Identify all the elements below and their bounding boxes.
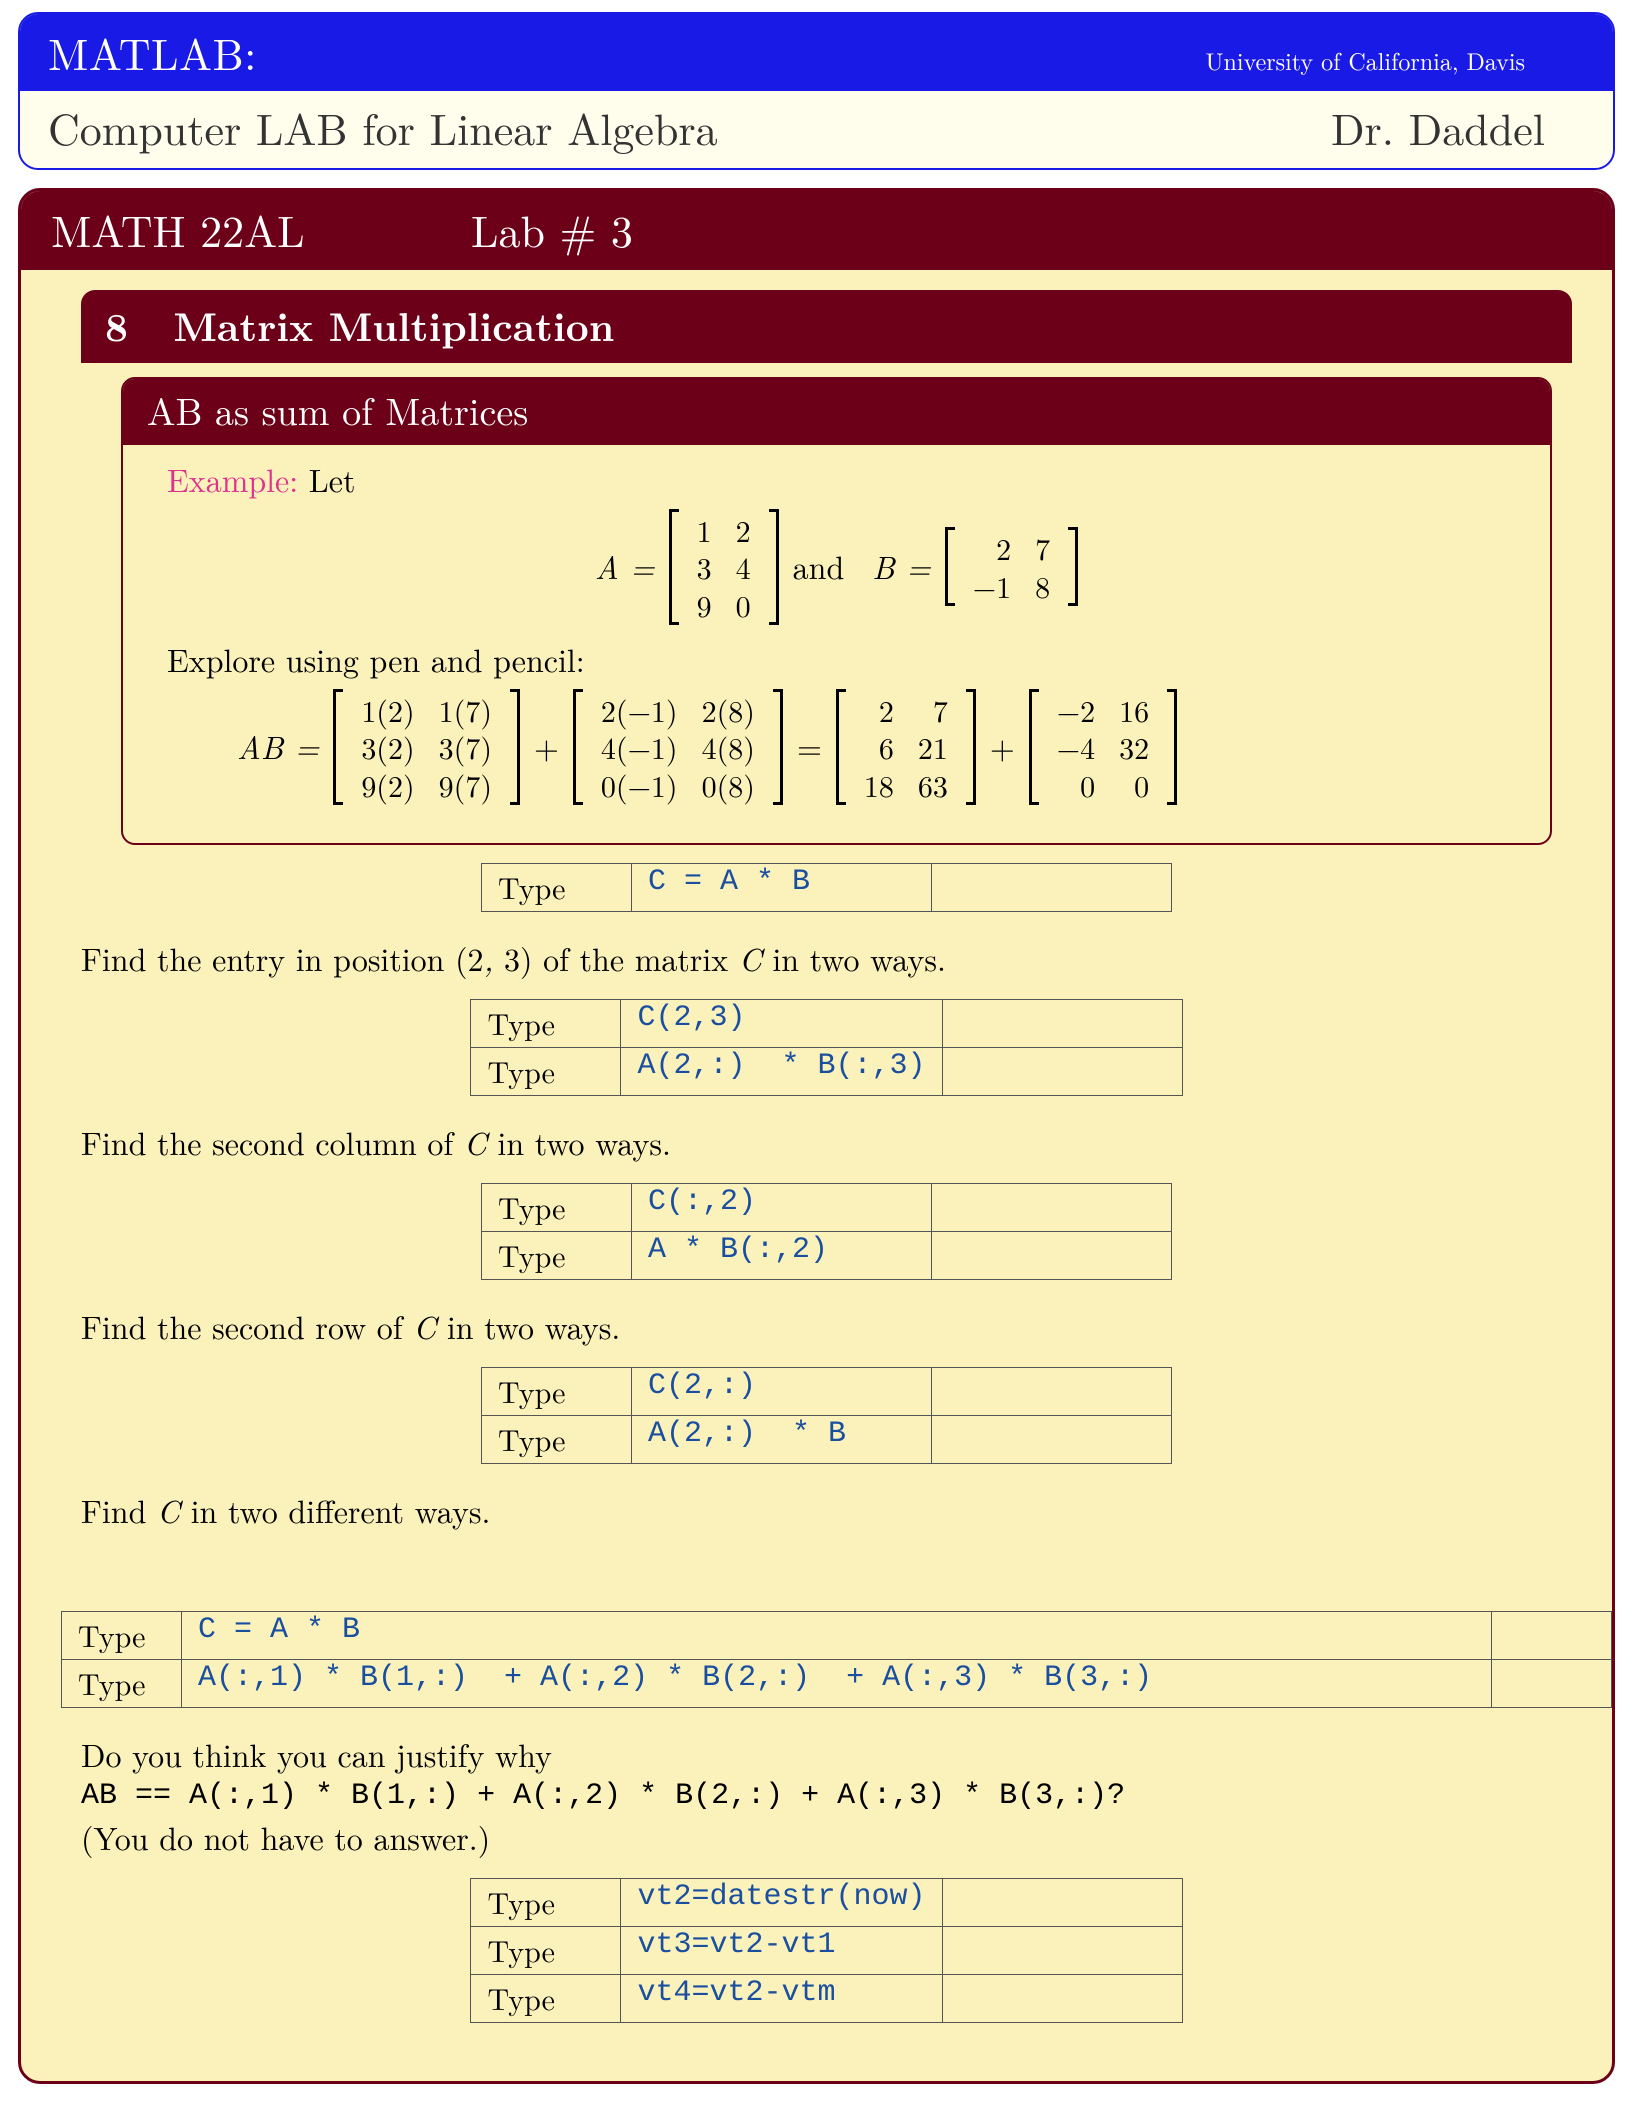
title-bar: MATLAB: University of California, Davis: [20, 14, 1613, 91]
matrix-M2: 2(−1)2(8)4(−1)4(8)0(−1)0(8): [573, 689, 783, 806]
table-row: TypeA(2,:) * B: [482, 1416, 1172, 1464]
cmd-table-5: TypeC = A * B TypeA(:,1) * B(1,:) + A(:,…: [61, 1611, 1612, 1708]
section-header: 8 Matrix Multiplication: [81, 290, 1572, 363]
table-row: TypeC(:,2): [482, 1184, 1172, 1232]
cmd-table-3: TypeC(:,2) TypeA * B(:,2): [481, 1183, 1172, 1280]
type-label: Type: [482, 864, 632, 912]
type-label: Type: [482, 1232, 632, 1280]
example-intro: Example: Let: [167, 459, 1506, 501]
code-cell: A(2,:) * B: [632, 1416, 932, 1464]
blank-cell: [942, 1975, 1182, 2023]
subtitle-bar: Computer LAB for Linear Algebra Dr. Dadd…: [20, 91, 1613, 168]
cmd-table-4: TypeC(2,:) TypeA(2,:) * B: [481, 1367, 1172, 1464]
table-row: Type C = A * B: [482, 864, 1172, 912]
paragraph-3: Find the second row of C in two ways.: [81, 1304, 1572, 1349]
lab-number: Lab # 3: [471, 197, 633, 260]
paragraph-4: Find C in two different ways.: [81, 1488, 1572, 1533]
type-label: Type: [62, 1660, 182, 1708]
code-cell: A * B(:,2): [632, 1232, 932, 1280]
blank-cell: [1492, 1660, 1612, 1708]
blank-cell: [1492, 1612, 1612, 1660]
and-text: and: [793, 546, 845, 588]
table-row: Typevt2=datestr(now): [471, 1879, 1182, 1927]
type-label: Type: [62, 1612, 182, 1660]
table-row: TypeC = A * B: [62, 1612, 1612, 1660]
paragraph-5a: Do you think you can justify why: [81, 1732, 1572, 1777]
matrix-definitions: A = 123490 and B = 27−18: [167, 509, 1506, 626]
example-header: AB as sum of Matrices: [123, 379, 1550, 445]
blank-cell: [932, 1232, 1172, 1280]
table-row: TypeA(:,1) * B(1,:) + A(:,2) * B(2,:) + …: [62, 1660, 1612, 1708]
type-label: Type: [482, 1416, 632, 1464]
section-title: Matrix Multiplication: [173, 296, 614, 353]
paragraph-1: Find the entry in position (2, 3) of the…: [81, 936, 1572, 981]
main-frame: MATH 22AL Lab # 3 8 Matrix Multiplicatio…: [18, 188, 1615, 2084]
B-equals: B =: [872, 546, 931, 588]
explore-text: Explore using pen and pencil:: [167, 639, 1506, 681]
type-label: Type: [482, 1184, 632, 1232]
table-row: TypeC(2,:): [482, 1368, 1172, 1416]
blank-cell: [942, 1879, 1182, 1927]
table-row: Typevt4=vt2-vtm: [471, 1975, 1182, 2023]
course-code: MATH 22AL: [51, 197, 471, 260]
let-text: Let: [298, 457, 355, 502]
equals-1: =: [797, 726, 822, 768]
code-cell: C(:,2): [632, 1184, 932, 1232]
type-label: Type: [471, 1048, 621, 1096]
blank-cell: [942, 1927, 1182, 1975]
A-equals: A =: [595, 546, 655, 588]
plus-2: +: [990, 726, 1015, 768]
blank-cell: [932, 864, 1172, 912]
code-cell: C = A * B: [632, 864, 932, 912]
content-area: 8 Matrix Multiplication AB as sum of Mat…: [21, 270, 1612, 2023]
table-row: TypeA * B(:,2): [482, 1232, 1172, 1280]
blank-cell: [932, 1416, 1172, 1464]
matrix-M1: 1(2)1(7)3(2)3(7)9(2)9(7): [333, 689, 520, 806]
cmd-table-6: Typevt2=datestr(now) Typevt3=vt2-vt1 Typ…: [470, 1878, 1182, 2023]
table-row: TypeA(2,:) * B(:,3): [471, 1048, 1182, 1096]
type-label: Type: [471, 1879, 621, 1927]
title-right: University of California, Davis: [1206, 43, 1585, 77]
title-left: MATLAB:: [48, 20, 257, 83]
example-box: AB as sum of Matrices Example: Let A = 1…: [121, 377, 1552, 845]
AB-expansion: AB = 1(2)1(7)3(2)3(7)9(2)9(7) + 2(−1)2(8…: [167, 689, 1506, 806]
blank-cell: [942, 1000, 1182, 1048]
paragraph-5b: AB == A(:,1) * B(1,:) + A(:,2) * B(2,:) …: [81, 1779, 1572, 1813]
type-label: Type: [471, 1927, 621, 1975]
subtitle-right: Dr. Daddel: [1331, 95, 1585, 158]
matrix-B: 27−18: [945, 527, 1078, 606]
matrix-A: 123490: [669, 509, 779, 626]
example-body: Example: Let A = 123490 and B = 27−18 Ex…: [123, 445, 1550, 843]
table-row: TypeC(2,3): [471, 1000, 1182, 1048]
cmd-table-2: TypeC(2,3) TypeA(2,:) * B(:,3): [470, 999, 1182, 1096]
type-label: Type: [471, 1000, 621, 1048]
blank-cell: [942, 1048, 1182, 1096]
type-label: Type: [482, 1368, 632, 1416]
code-cell: C = A * B: [182, 1612, 1492, 1660]
plus-1: +: [534, 726, 559, 768]
table-row: Typevt3=vt2-vt1: [471, 1927, 1182, 1975]
code-cell: vt3=vt2-vt1: [621, 1927, 942, 1975]
matrix-R1: 276211863: [836, 689, 976, 806]
code-cell: vt2=datestr(now): [621, 1879, 942, 1927]
blank-cell: [932, 1368, 1172, 1416]
paragraph-2: Find the second column of C in two ways.: [81, 1120, 1572, 1165]
code-cell: A(:,1) * B(1,:) + A(:,2) * B(2,:) + A(:,…: [182, 1660, 1492, 1708]
AB-equals: AB =: [237, 726, 319, 768]
subtitle-left: Computer LAB for Linear Algebra: [48, 95, 1331, 158]
code-cell: C(2,3): [621, 1000, 942, 1048]
example-label: Example:: [167, 457, 298, 502]
section-number: 8: [105, 296, 128, 353]
blank-cell: [932, 1184, 1172, 1232]
matrix-R2: −216−43200: [1029, 689, 1177, 806]
lab-bar: MATH 22AL Lab # 3: [21, 191, 1612, 270]
code-cell: C(2,:): [632, 1368, 932, 1416]
type-label: Type: [471, 1975, 621, 2023]
code-cell: vt4=vt2-vtm: [621, 1975, 942, 2023]
cmd-table-1: Type C = A * B: [481, 863, 1172, 912]
paragraph-5c: (You do not have to answer.): [81, 1815, 1572, 1860]
code-cell: A(2,:) * B(:,3): [621, 1048, 942, 1096]
title-box: MATLAB: University of California, Davis …: [18, 12, 1615, 170]
